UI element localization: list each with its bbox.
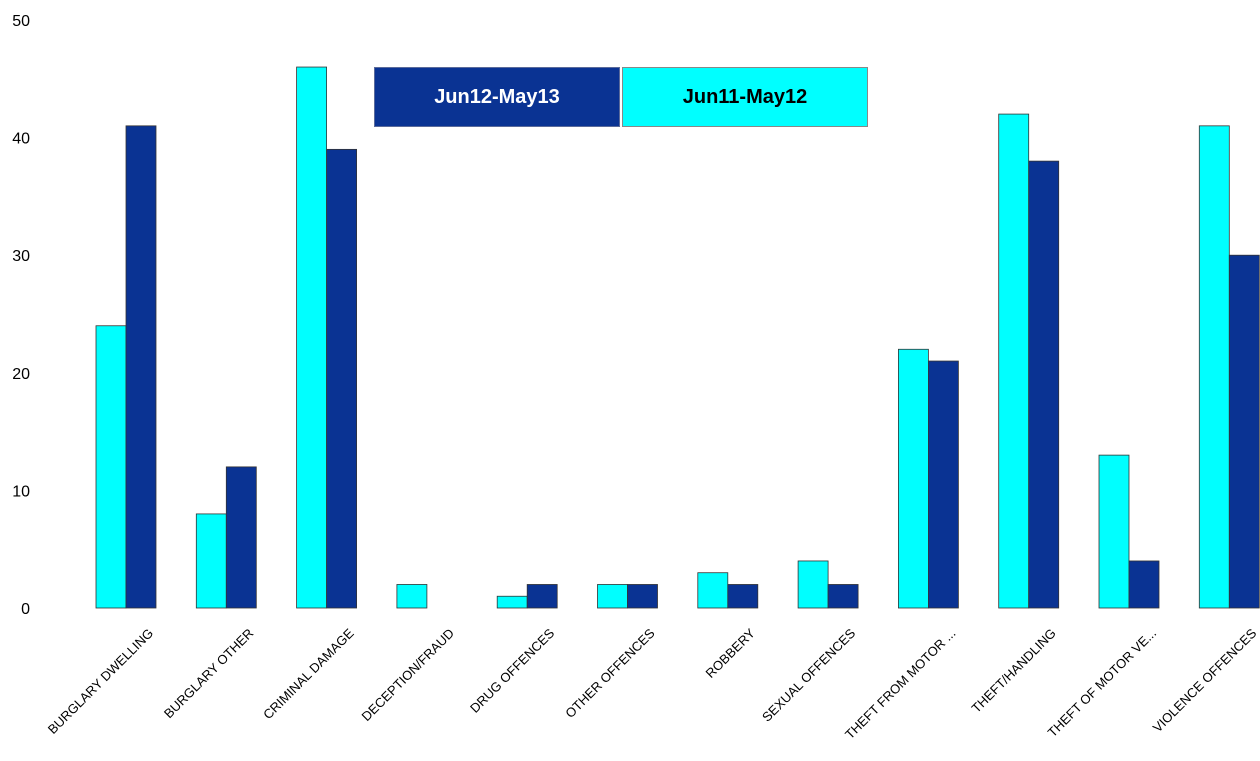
legend-label-jun12-may13: Jun12-May13 — [434, 85, 560, 108]
x-tick-label: THEFT OF MOTOR VE... — [1045, 626, 1159, 740]
x-tick-label: THEFT/HANDLING — [969, 626, 1059, 716]
bar — [296, 66, 328, 609]
legend-label-jun11-may12: Jun11-May12 — [682, 85, 808, 108]
y-tick-label: 30 — [12, 248, 30, 265]
legend-item-jun11-may12: Jun11-May12 — [622, 67, 868, 127]
bar — [727, 584, 759, 609]
x-tick-label: DRUG OFFENCES — [467, 625, 558, 716]
bar — [496, 595, 528, 609]
bar — [225, 466, 257, 609]
bar — [326, 148, 358, 609]
bar — [928, 360, 959, 609]
x-tick-label: CRIMINAL DAMAGE — [260, 625, 357, 722]
x-tick-label: DECEPTION/FRAUD — [359, 626, 457, 724]
bar — [1098, 454, 1130, 609]
bar — [697, 572, 729, 609]
bar — [898, 348, 929, 609]
y-tick-label: 0 — [21, 601, 30, 618]
y-tick-label: 10 — [12, 483, 30, 500]
bar — [526, 584, 558, 609]
bar — [998, 113, 1030, 609]
x-tick-label: THEFT FROM MOTOR ... — [842, 626, 958, 742]
bar — [1228, 254, 1260, 609]
x-tick-label: SEXUAL OFFENCES — [759, 625, 858, 724]
bar — [827, 584, 859, 609]
bar — [797, 560, 829, 609]
x-tick-label: OTHER OFFENCES — [562, 625, 658, 721]
bar — [195, 513, 227, 609]
y-tick-label: 40 — [12, 131, 30, 148]
bar — [125, 125, 157, 609]
bar — [396, 584, 428, 609]
x-tick-label: BURGLARY DWELLING — [45, 626, 156, 737]
x-tick-label: ROBBERY — [703, 625, 759, 681]
x-tick-label: VIOLENCE OFFENCES — [1150, 625, 1260, 735]
x-tick-label: BURGLARY OTHER — [161, 626, 257, 722]
y-tick-label: 20 — [12, 366, 30, 383]
bar — [1028, 160, 1060, 609]
bar — [627, 584, 658, 609]
legend-item-jun12-may13: Jun12-May13 — [374, 67, 620, 127]
bar — [597, 584, 628, 609]
y-tick-label: 50 — [12, 13, 30, 30]
bar — [95, 325, 127, 609]
bar — [1198, 125, 1230, 609]
bar — [1128, 560, 1160, 609]
